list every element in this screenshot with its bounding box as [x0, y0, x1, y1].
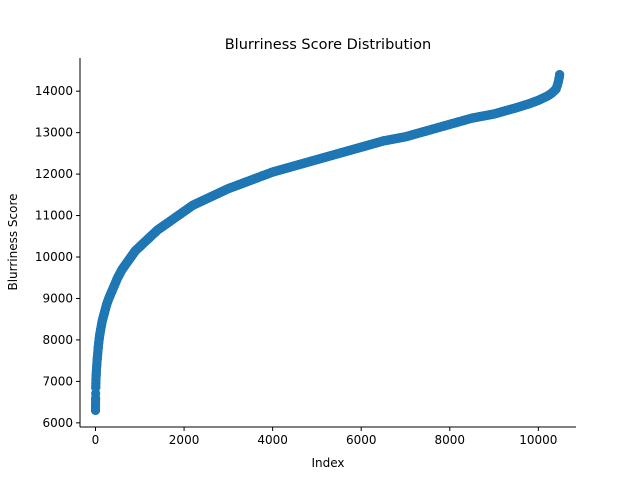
y-tick-label: 11000: [35, 209, 73, 223]
x-tick-label: 10000: [519, 433, 557, 447]
y-tick-label: 12000: [35, 167, 73, 181]
data-point: [467, 113, 477, 123]
y-tick-label: 10000: [35, 250, 73, 264]
data-point: [533, 95, 543, 105]
ticks: 0 2000 4000 6000 8000 10000 6000 7000 8000 9000 10…: [35, 84, 558, 447]
data-point: [423, 125, 433, 136]
data-point: [170, 213, 180, 223]
data-point: [92, 353, 102, 364]
data-point: [223, 184, 233, 194]
data-point: [135, 242, 145, 252]
data-point: [95, 329, 105, 339]
y-tick-label: 7000: [42, 374, 73, 388]
data-point: [356, 142, 366, 152]
data-point: [524, 99, 535, 109]
x-tick-label: 0: [92, 433, 100, 447]
y-tick-label: 6000: [42, 416, 73, 430]
axes: [79, 58, 576, 428]
x-tick-label: 4000: [257, 433, 288, 447]
chart-title: Blurriness Score Distribution: [225, 37, 432, 53]
data-point: [555, 69, 565, 80]
y-tick-label: 13000: [35, 126, 73, 140]
data-point: [445, 119, 455, 129]
x-tick-label: 2000: [169, 433, 200, 447]
data-point: [511, 103, 521, 113]
data-point: [108, 283, 118, 293]
data-point: [334, 148, 344, 158]
data-point: [91, 393, 101, 403]
x-axis-label: Index: [311, 456, 344, 470]
y-tick-label: 14000: [35, 84, 73, 98]
data-point: [201, 194, 211, 204]
y-tick-label: 8000: [42, 333, 73, 347]
data-point: [93, 343, 103, 353]
x-tick-label: 6000: [346, 433, 377, 447]
x-tick-label: 8000: [435, 433, 466, 447]
y-axis-label: Blurriness Score: [6, 193, 20, 290]
data-points: [90, 69, 565, 416]
data-point: [489, 109, 499, 119]
data-point: [268, 167, 278, 177]
data-point: [113, 273, 123, 283]
data-point: [179, 206, 189, 216]
data-point: [161, 219, 171, 229]
data-point: [97, 316, 107, 326]
data-point: [290, 161, 300, 171]
data-point: [99, 308, 109, 318]
data-point: [378, 136, 388, 146]
data-point: [312, 154, 322, 165]
data-point: [104, 293, 114, 304]
y-tick-label: 9000: [42, 291, 73, 305]
data-point: [188, 200, 198, 210]
data-point: [152, 225, 163, 235]
data-point: [245, 175, 256, 185]
data-point: [400, 132, 411, 142]
data-point: [144, 233, 154, 243]
